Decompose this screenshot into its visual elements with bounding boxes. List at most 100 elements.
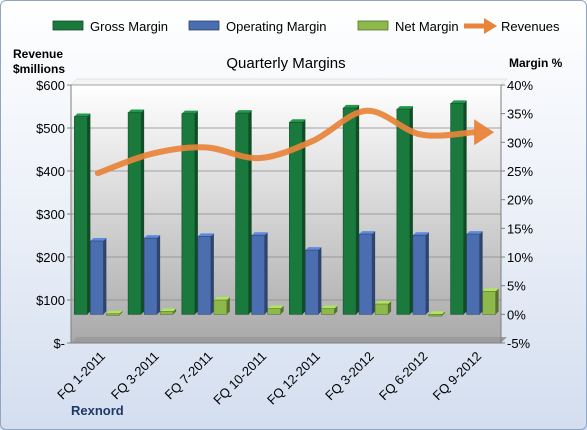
bar-top <box>251 232 268 236</box>
bar-top <box>466 231 483 235</box>
bar-side <box>495 288 499 315</box>
bar-net-margin <box>321 308 335 315</box>
legend-arrowhead-revenues <box>484 18 497 34</box>
x-axis-tick-label: FQ 9-2012 <box>430 349 485 404</box>
right-axis-tick-label: -5% <box>507 336 531 351</box>
right-axis-tick-label: 25% <box>507 164 533 179</box>
chart-title: Quarterly Margins <box>226 55 345 72</box>
left-axis-tick-label: $400 <box>36 164 65 179</box>
x-axis-tick-label: FQ 10-2011 <box>210 349 269 408</box>
bar-top <box>160 308 177 312</box>
left-axis-tick-label: $200 <box>36 250 65 265</box>
bar-operating-margin <box>412 234 427 315</box>
bar-operating-margin <box>197 236 212 315</box>
legend-label-2: Net Margin <box>395 19 459 34</box>
right-axis-title: Margin % <box>509 56 563 70</box>
bar-top <box>235 110 252 114</box>
bar-side <box>194 110 198 315</box>
left-axis-tick-label: $600 <box>36 78 65 93</box>
bar-top <box>74 113 91 117</box>
bar-top <box>90 237 107 241</box>
legend-swatch-2 <box>357 20 389 31</box>
bar-side <box>119 310 123 316</box>
bar-top <box>213 297 230 300</box>
right-axis-tick-label: 35% <box>507 107 533 122</box>
bar-top <box>197 233 214 237</box>
bar-side <box>210 233 214 315</box>
x-axis-tick-label: FQ 3-2012 <box>322 349 377 404</box>
bar-top <box>128 109 145 113</box>
bar-top <box>305 247 322 251</box>
bar-net-margin <box>106 313 120 316</box>
bar-side <box>226 297 230 315</box>
bar-gross-margin <box>181 113 196 315</box>
bar-top <box>359 231 376 235</box>
bar-side <box>372 231 376 315</box>
bar-operating-margin <box>466 233 480 315</box>
right-axis-tick-label: 10% <box>507 250 533 265</box>
bar-top <box>375 301 392 305</box>
bar-net-margin <box>213 299 228 315</box>
legend-swatch-1 <box>188 20 220 31</box>
bar-top <box>181 110 198 114</box>
left-axis-tick-label: $500 <box>36 121 65 136</box>
bar-side <box>388 301 392 315</box>
bar-top <box>396 106 413 110</box>
bar-side <box>409 106 413 315</box>
bar-gross-margin <box>396 108 411 315</box>
bar-operating-margin <box>251 234 265 315</box>
bar-operating-margin <box>305 249 319 315</box>
right-axis-tick-label: 30% <box>507 135 533 150</box>
bar-gross-margin <box>127 112 142 315</box>
x-axis-tick-label: FQ 3-2011 <box>108 349 162 403</box>
bar-net-margin <box>428 314 443 317</box>
bar-gross-margin <box>342 107 357 315</box>
bar-top <box>144 235 161 239</box>
left-axis-tick-label: $- <box>53 336 65 351</box>
bar-side <box>302 119 306 315</box>
x-axis-tick-label: FQ 6-2012 <box>376 349 431 404</box>
legend-label-1: Operating Margin <box>226 19 326 34</box>
right-axis-tick-label: 20% <box>507 193 533 208</box>
x-axis-tick-label: FQ 12-2011 <box>264 349 323 408</box>
bar-side <box>479 231 483 315</box>
left-axis-title-line2: $millions <box>13 62 65 76</box>
plot-floor <box>71 337 507 343</box>
bar-top <box>321 305 338 309</box>
bar-gross-margin <box>74 116 88 315</box>
right-axis-tick-label: 0% <box>507 307 526 322</box>
line-revenues <box>94 107 478 177</box>
bar-side <box>356 104 360 315</box>
legend-label-0: Gross Margin <box>90 19 168 34</box>
bar-operating-margin <box>143 237 158 315</box>
bar-operating-margin <box>358 233 373 315</box>
bar-top <box>482 288 499 292</box>
bar-net-margin <box>482 291 496 315</box>
bar-top <box>450 100 467 104</box>
footer-company: Rexnord <box>71 403 124 418</box>
bar-top <box>343 104 360 108</box>
bar-side <box>334 305 338 315</box>
legend-label-3: Revenues <box>501 19 560 34</box>
bar-gross-margin <box>450 103 464 315</box>
right-axis-tick-label: 5% <box>507 279 526 294</box>
bar-top <box>289 119 306 123</box>
bar-gross-margin <box>289 121 303 315</box>
bar-side <box>463 100 467 315</box>
bar-side <box>264 232 268 315</box>
bar-net-margin <box>159 311 174 315</box>
bar-top <box>428 311 445 315</box>
left-axis-tick-label: $300 <box>36 207 65 222</box>
bar-top <box>412 232 429 236</box>
bar-side <box>103 237 107 315</box>
bar-operating-margin <box>90 240 104 315</box>
plot-top-edge <box>70 78 508 86</box>
bar-side <box>318 247 322 315</box>
bar-net-margin <box>267 308 281 315</box>
x-axis-tick-label: FQ 7-2011 <box>162 349 216 403</box>
bar-net-margin <box>374 303 389 315</box>
bar-side <box>441 311 445 317</box>
x-axis-tick-label: FQ 1-2011 <box>54 349 108 403</box>
